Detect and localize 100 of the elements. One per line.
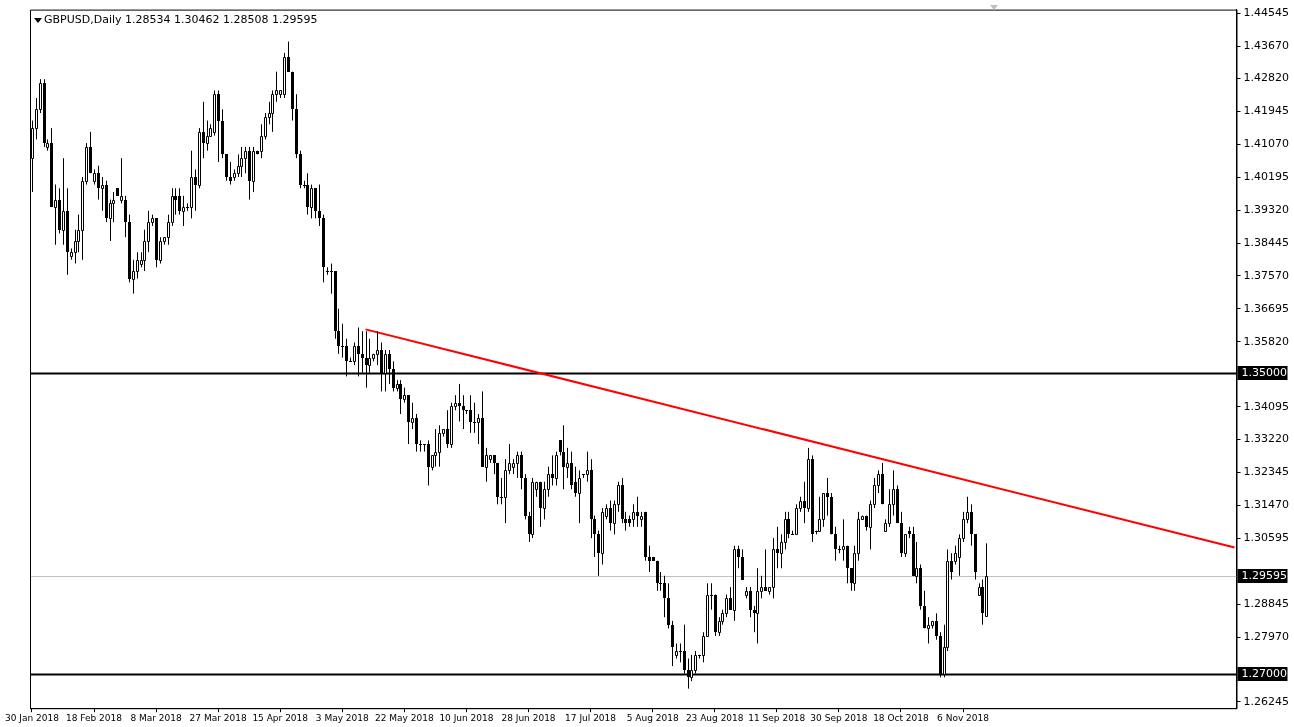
candlestick <box>516 451 519 479</box>
candlestick <box>314 187 317 219</box>
candlestick <box>749 586 752 618</box>
x-tick-label: 10 Jun 2018 <box>439 712 494 723</box>
candlestick <box>784 511 787 550</box>
chart-title: GBPUSD,Daily 1.28534 1.30462 1.28508 1.29595 <box>44 13 318 26</box>
x-tick-label: 28 Jun 2018 <box>501 712 556 723</box>
candlestick <box>826 477 829 517</box>
candlestick <box>504 458 507 524</box>
candlestick <box>458 383 461 423</box>
candlestick <box>970 503 973 547</box>
y-tick-label: 1.43670 <box>1243 39 1290 53</box>
candlestick <box>555 451 558 486</box>
x-tick-label: 8 Mar 2018 <box>130 712 183 723</box>
candlestick <box>520 451 523 490</box>
candlestick <box>671 620 674 667</box>
candlestick <box>531 477 534 539</box>
candlestick <box>450 402 453 449</box>
x-tick-label: 3 May 2018 <box>315 712 370 723</box>
candlestick <box>725 594 728 618</box>
candlestick <box>438 424 441 468</box>
y-tick-label: 1.35820 <box>1243 334 1290 348</box>
candlestick <box>601 507 604 565</box>
candlestick <box>473 402 476 434</box>
x-tick-label: 27 Mar 2018 <box>189 712 247 723</box>
candlestick <box>822 492 825 528</box>
candlestick <box>341 323 344 359</box>
candlestick <box>225 153 228 182</box>
candlestick <box>182 195 185 227</box>
y-tick-label: 1.27970 <box>1243 629 1290 643</box>
candlestick <box>578 469 581 524</box>
candlestick <box>419 439 422 453</box>
candlestick <box>434 428 437 468</box>
x-tick-label: 23 Aug 2018 <box>685 712 744 723</box>
x-tick-label: 15 Apr 2018 <box>252 712 309 723</box>
candlestick <box>252 146 255 193</box>
candlestick <box>733 545 736 622</box>
y-tick-label: 1.28845 <box>1243 597 1290 611</box>
candlestick <box>756 567 759 644</box>
y-tick-label: 1.37570 <box>1243 268 1290 282</box>
y-tick-label: 1.32345 <box>1243 465 1290 479</box>
y-tick-label: 1.44545 <box>1243 6 1290 20</box>
candlestick <box>741 548 744 581</box>
candlestick <box>923 590 926 629</box>
y-tick-label: 1.39320 <box>1243 202 1290 216</box>
x-tick-label: 11 Sep 2018 <box>748 712 806 723</box>
x-tick-label: 6 Nov 2018 <box>937 712 990 723</box>
candlestick <box>570 451 573 490</box>
candlestick <box>271 89 274 133</box>
candlestick <box>787 511 790 539</box>
y-tick-label: 1.36695 <box>1243 301 1290 315</box>
y-tick-label: 1.26245 <box>1243 694 1290 708</box>
candlestick <box>353 342 356 366</box>
y-tick-label: 1.30595 <box>1243 531 1290 545</box>
candlestick <box>764 548 767 592</box>
y-tick-label: 1.42820 <box>1243 71 1290 85</box>
x-tick-label: 30 Sep 2018 <box>810 712 868 723</box>
candlestick <box>97 165 100 201</box>
candlestick <box>178 187 181 216</box>
candlestick <box>124 195 127 238</box>
y-tick-label: 1.33220 <box>1243 432 1290 446</box>
y-tick-label: 1.40195 <box>1243 170 1290 184</box>
candlestick <box>632 503 635 528</box>
candlestick <box>772 537 775 599</box>
ref-line-label: 1.27000 <box>1241 666 1288 680</box>
candlestick <box>636 496 639 528</box>
candlestick <box>229 161 232 186</box>
candlestick <box>663 575 666 618</box>
x-tick-label: 18 Feb 2018 <box>66 712 123 723</box>
ref-line-label: 1.35000 <box>1241 365 1288 379</box>
candlestick <box>795 503 798 535</box>
candlestick <box>574 466 577 498</box>
candlestick <box>310 184 313 219</box>
ref-line-label: 1.29595 <box>1241 568 1288 582</box>
candlestick <box>888 488 891 528</box>
x-tick-label: 30 Jan 2018 <box>4 712 60 723</box>
candlestick <box>656 560 659 592</box>
candlestick <box>985 542 988 618</box>
candlestick <box>469 394 472 434</box>
candlestick <box>136 251 139 280</box>
candlestick <box>818 496 821 532</box>
x-tick-label: 22 May 2018 <box>375 712 434 723</box>
x-tick-label: 18 Oct 2018 <box>873 712 930 723</box>
candlestick <box>609 500 612 532</box>
candlestick <box>190 150 193 219</box>
candlestick <box>935 612 938 641</box>
candlestick <box>834 526 837 562</box>
candlestick <box>213 89 216 137</box>
y-tick-label: 1.34095 <box>1243 399 1290 413</box>
x-tick-label: 17 Jul 2018 <box>565 712 617 723</box>
candlestick <box>283 52 286 99</box>
candlestick <box>318 184 321 227</box>
candlestick <box>846 545 849 584</box>
y-tick-label: 1.41945 <box>1243 104 1290 118</box>
candlestick <box>198 127 201 189</box>
candlestick <box>446 409 449 449</box>
y-tick-label: 1.31470 <box>1243 498 1290 512</box>
candlestick <box>648 545 651 573</box>
candlestick <box>427 439 430 486</box>
candlestick <box>240 146 243 178</box>
